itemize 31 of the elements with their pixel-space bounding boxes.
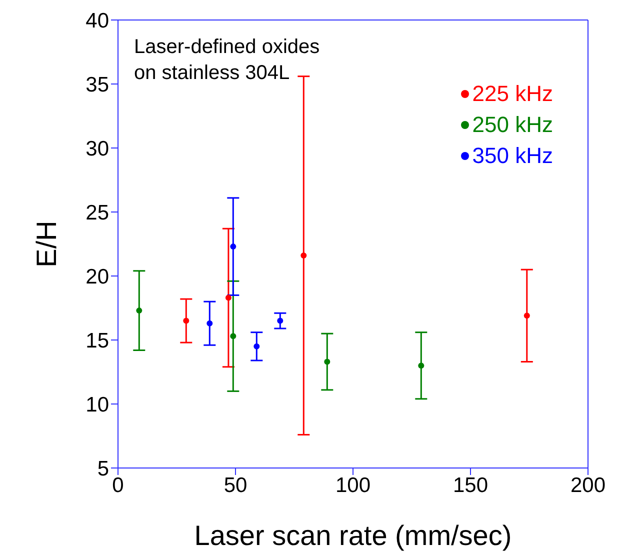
annotation: Laser-defined oxides on stainless 304L	[134, 35, 320, 86]
x-axis-title: Laser scan rate (mm/sec)	[194, 520, 512, 551]
y-tick-label: 10	[86, 393, 109, 416]
y-tick-label: 25	[86, 201, 109, 224]
point	[225, 294, 232, 301]
point	[300, 252, 307, 259]
y-axis-title: E/H	[30, 220, 62, 268]
x-tick-label: 0	[112, 474, 124, 497]
point	[230, 333, 236, 340]
x-tick-label: 100	[335, 474, 371, 497]
legend-label: 350 kHz	[472, 142, 553, 170]
point	[183, 318, 190, 324]
point	[277, 318, 284, 324]
point	[230, 244, 236, 250]
point	[524, 312, 530, 319]
y-tick-label: 20	[86, 265, 109, 288]
y-tick-label: 40	[86, 9, 109, 32]
x-tick-label: 50	[224, 474, 248, 497]
x-tick-label: 200	[570, 474, 606, 497]
y-tick-label: 15	[86, 329, 109, 352]
point	[254, 343, 260, 350]
legend-label: 250 kHz	[472, 111, 553, 139]
point	[324, 358, 330, 365]
point	[136, 308, 142, 314]
legend-label: 225 kHz	[472, 80, 553, 108]
y-tick-label: 30	[86, 137, 109, 160]
x-tick-label: 150	[452, 474, 488, 497]
y-tick-label: 5	[97, 457, 109, 480]
point	[418, 362, 424, 369]
point	[206, 320, 213, 326]
y-tick-label: 35	[86, 73, 109, 96]
